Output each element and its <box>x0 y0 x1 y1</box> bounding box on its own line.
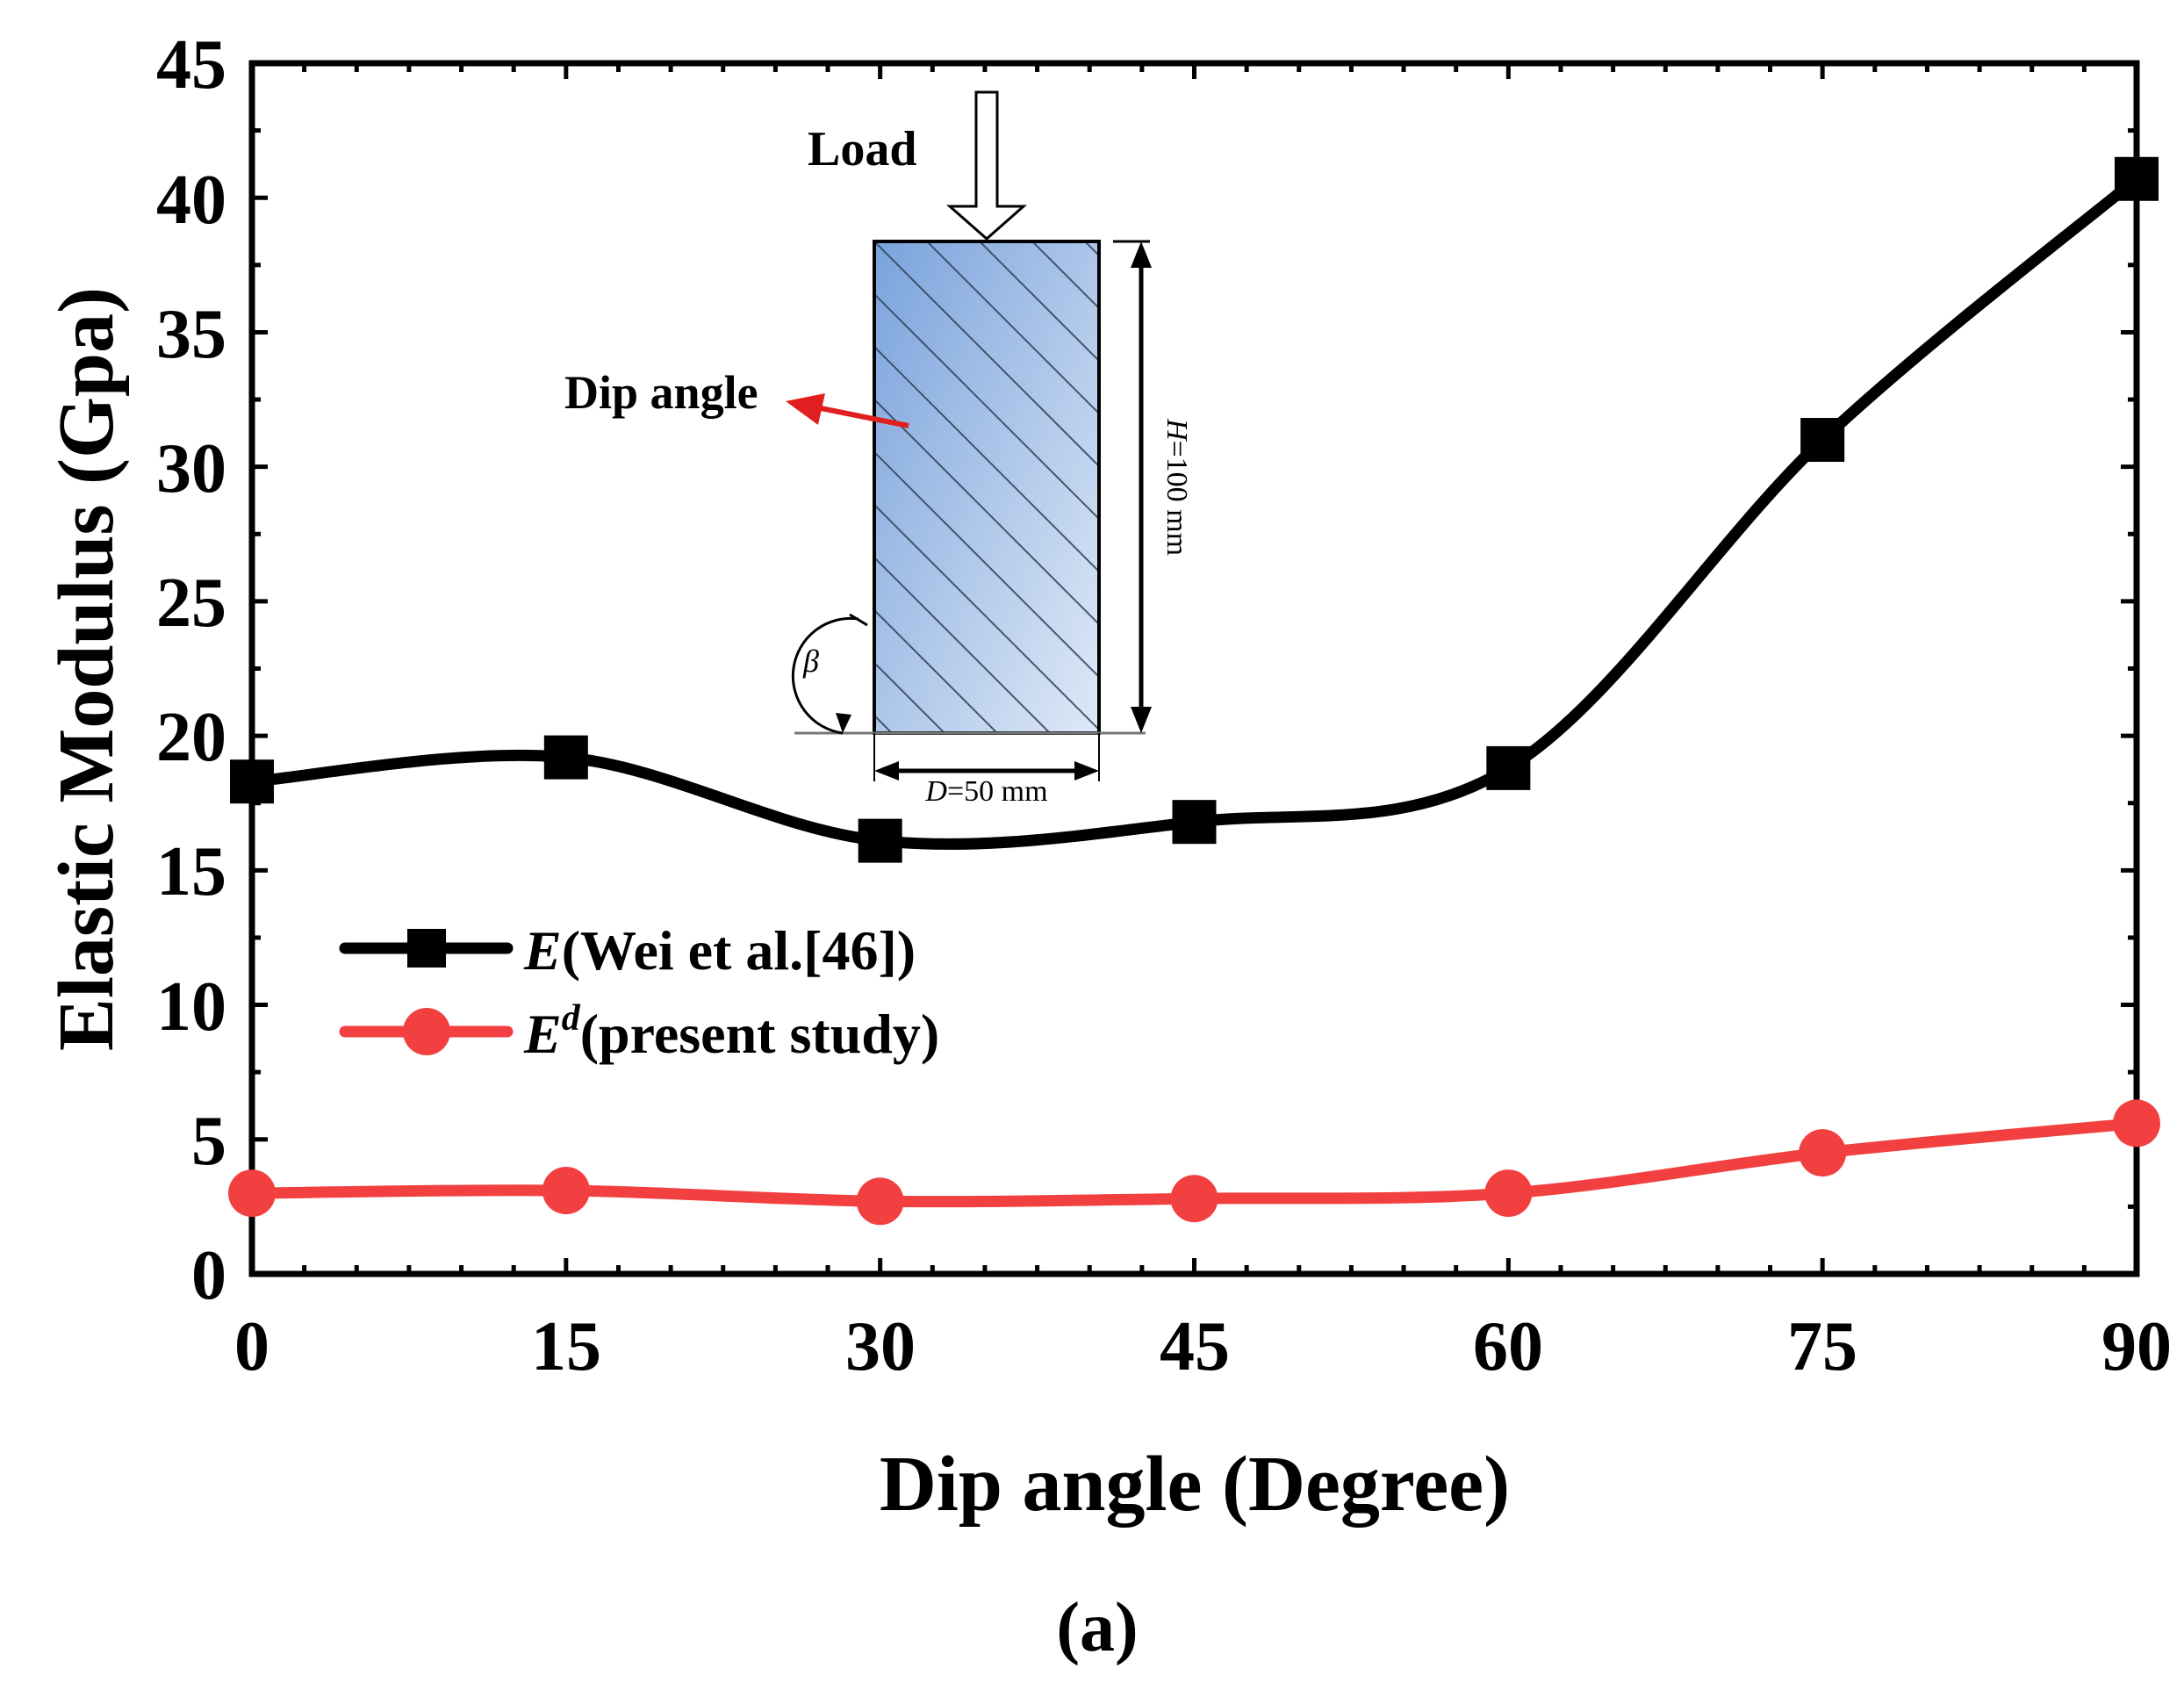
data-point-wei-75 <box>1800 418 1845 463</box>
data-point-present-45 <box>1170 1175 1218 1223</box>
data-point-present-90 <box>2113 1099 2160 1147</box>
legend-item-present: Ed(present study) <box>339 998 939 1065</box>
data-point-present-75 <box>1799 1129 1847 1177</box>
x-tick-label-75: 75 <box>1787 1308 1857 1385</box>
x-axis-ticks <box>249 63 2139 1274</box>
specimen-inset: Load Dip angle H=100 mm D=50 mm β <box>564 90 1193 808</box>
y-tick-label-25: 25 <box>156 565 226 642</box>
y-tick-label-20: 20 <box>156 699 226 776</box>
data-point-present-15 <box>542 1167 590 1215</box>
load-arrow-icon <box>946 90 1027 241</box>
x-tick-label-60: 60 <box>1473 1308 1543 1385</box>
series-wei-markers <box>230 156 2159 863</box>
data-point-wei-0 <box>230 759 274 804</box>
height-label: H=100 mm <box>1160 418 1193 556</box>
diameter-label: D=50 mm <box>924 775 1047 808</box>
y-tick-label-30: 30 <box>156 430 226 507</box>
x-axis-label: Dip angle (Degree) <box>880 1441 1510 1528</box>
dip-angle-label: Dip angle <box>564 366 758 419</box>
data-point-present-0 <box>228 1169 276 1218</box>
y-tick-label-10: 10 <box>156 968 226 1046</box>
specimen-body <box>874 241 1099 733</box>
y-tick-label-40: 40 <box>156 162 226 239</box>
data-point-present-60 <box>1484 1169 1533 1218</box>
legend-item-wei: E(Wei et al.[46]) <box>339 919 916 982</box>
series-present-markers <box>228 1099 2160 1226</box>
y-tick-label-45: 45 <box>156 26 226 104</box>
legend-label-wei: E(Wei et al.[46]) <box>523 919 916 982</box>
data-point-wei-45 <box>1172 800 1217 845</box>
bedding-planes <box>874 241 1099 733</box>
series-wei-line <box>246 173 2143 850</box>
y-tick-label-35: 35 <box>156 296 226 373</box>
data-point-wei-60 <box>1486 745 1531 790</box>
x-tick-label-0: 0 <box>234 1308 269 1385</box>
plot-frame <box>248 60 2140 1277</box>
x-tick-label-45: 45 <box>1160 1308 1230 1385</box>
y-axis-ticks <box>252 61 2137 1277</box>
x-tick-label-15: 15 <box>531 1308 601 1385</box>
load-label: Load <box>808 122 917 176</box>
data-point-wei-90 <box>2115 156 2159 201</box>
y-tick-label-5: 5 <box>191 1103 226 1180</box>
y-tick-label-0: 0 <box>191 1237 226 1314</box>
x-tick-label-30: 30 <box>845 1308 916 1385</box>
beta-label: β <box>802 644 819 679</box>
data-point-wei-15 <box>543 735 588 780</box>
y-axis-label: Elastic Modulus (Gpa) <box>43 287 130 1051</box>
x-tick-label-90: 90 <box>2101 1308 2172 1385</box>
data-point-wei-30 <box>858 818 902 863</box>
data-point-present-30 <box>856 1177 904 1226</box>
panel-label: (a) <box>1056 1589 1138 1666</box>
y-tick-label-15: 15 <box>156 833 226 910</box>
beta-angle-arc <box>791 616 859 735</box>
legend: E(Wei et al.[46]) Ed(present study) <box>339 919 939 1065</box>
dip-angle-arrow-icon <box>820 406 909 428</box>
legend-label-present: Ed(present study) <box>523 998 939 1065</box>
